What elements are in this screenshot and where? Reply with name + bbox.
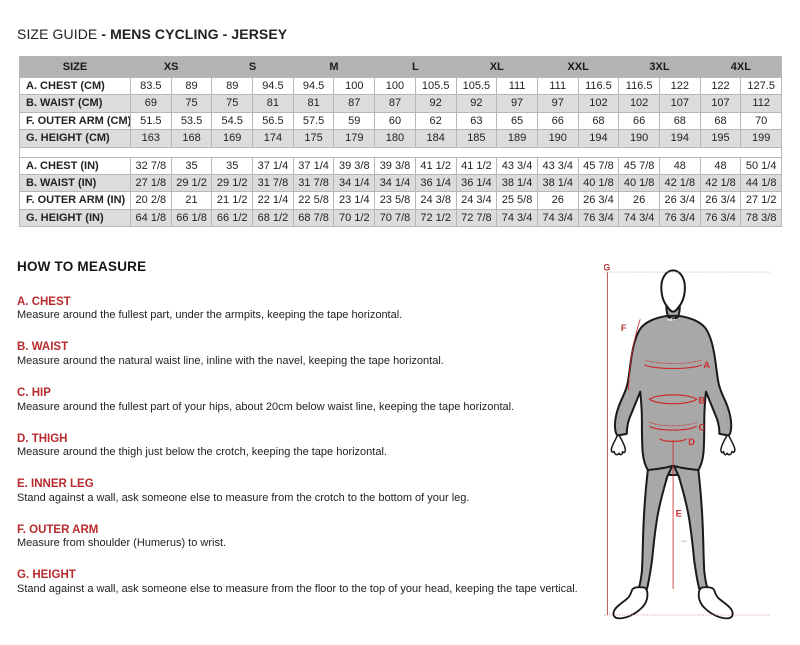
svg-text:D: D (688, 437, 695, 447)
svg-text:B: B (698, 396, 705, 406)
svg-text:G: G (604, 262, 610, 272)
svg-text:E: E (676, 508, 682, 518)
svg-text:A: A (703, 360, 710, 370)
svg-text:C: C (698, 422, 705, 432)
svg-text:F: F (621, 323, 627, 333)
